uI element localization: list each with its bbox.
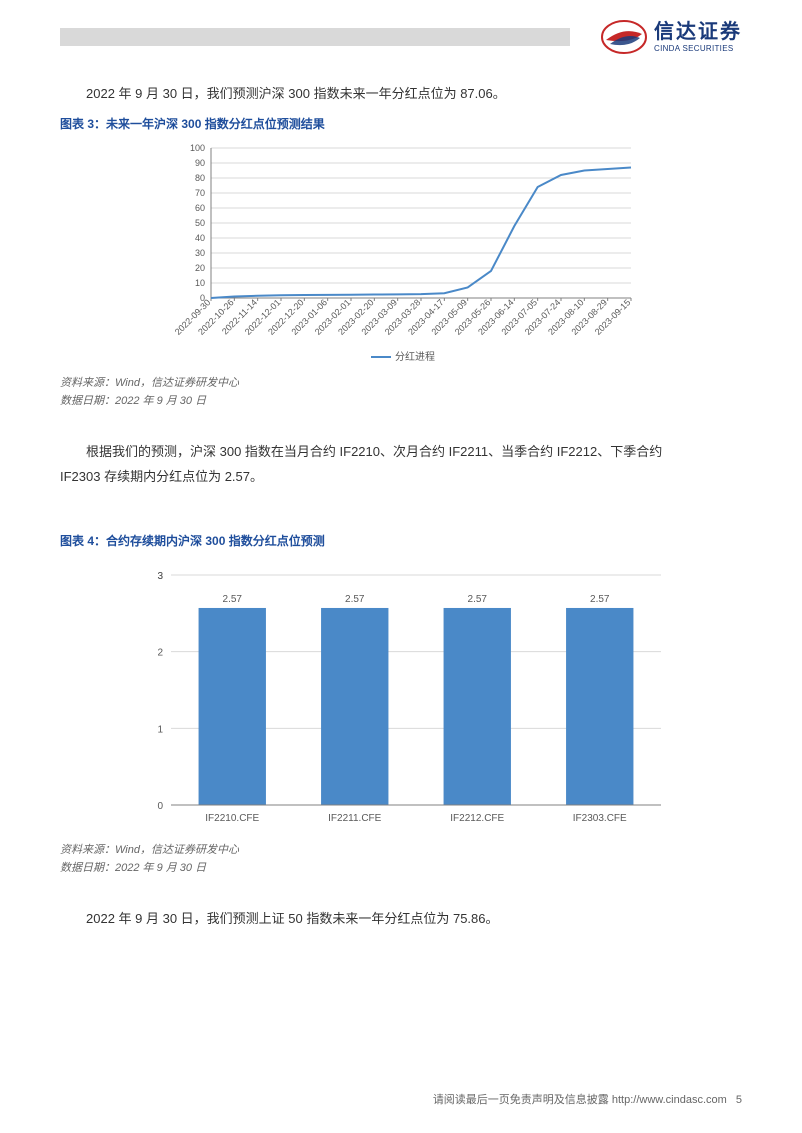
svg-text:30: 30 — [195, 248, 205, 258]
chart3-title: 图表 3：未来一年沪深 300 指数分红点位预测结果 — [60, 115, 742, 132]
chart3-date: 数据日期：2022 年 9 月 30 日 — [60, 392, 742, 408]
svg-text:3: 3 — [157, 571, 163, 582]
svg-text:IF2212.CFE: IF2212.CFE — [450, 813, 504, 824]
page-content: 2022 年 9 月 30 日，我们预测沪深 300 指数未来一年分红点位为 8… — [60, 82, 742, 940]
svg-text:分红进程: 分红进程 — [395, 350, 435, 363]
chart3-container: 01020304050607080901002022-09-302022-10-… — [60, 138, 742, 368]
svg-text:40: 40 — [195, 233, 205, 243]
svg-text:2.57: 2.57 — [345, 594, 365, 605]
svg-text:1: 1 — [157, 724, 163, 735]
company-logo: 信达证券 CINDA SECURITIES — [600, 18, 742, 56]
svg-text:10: 10 — [195, 278, 205, 288]
chart4-title: 图表 4：合约存续期内沪深 300 指数分红点位预测 — [60, 532, 742, 549]
page-footer: 请阅读最后一页免责声明及信息披露 http://www.cindasc.com … — [433, 1091, 742, 1107]
svg-text:70: 70 — [195, 188, 205, 198]
svg-text:80: 80 — [195, 173, 205, 183]
svg-text:2.57: 2.57 — [223, 594, 243, 605]
logo-text-cn: 信达证券 — [654, 21, 742, 44]
chart4-container: 012332.57IF2210.CFE2.57IF2211.CFE2.57IF2… — [60, 555, 742, 835]
chart4-source: 资料来源：Wind，信达证券研发中心 — [60, 841, 742, 857]
logo-text-en: CINDA SECURITIES — [654, 44, 742, 53]
svg-text:IF2303.CFE: IF2303.CFE — [573, 813, 627, 824]
paragraph-1: 2022 年 9 月 30 日，我们预测沪深 300 指数未来一年分红点位为 8… — [60, 82, 742, 105]
logo-swirl-icon — [600, 18, 648, 56]
svg-text:2: 2 — [157, 647, 163, 658]
svg-text:60: 60 — [195, 203, 205, 213]
svg-text:2.57: 2.57 — [468, 594, 488, 605]
chart3-line-chart: 01020304050607080901002022-09-302022-10-… — [151, 138, 651, 368]
svg-text:50: 50 — [195, 218, 205, 228]
svg-text:20: 20 — [195, 263, 205, 273]
svg-text:2.57: 2.57 — [590, 594, 610, 605]
chart4-bar-chart: 012332.57IF2210.CFE2.57IF2211.CFE2.57IF2… — [121, 555, 681, 835]
header-grey-bar — [60, 28, 570, 46]
footer-url: http://www.cindasc.com — [612, 1094, 727, 1106]
svg-text:IF2211.CFE: IF2211.CFE — [328, 813, 381, 824]
page-number: 5 — [736, 1094, 742, 1106]
paragraph-3: 2022 年 9 月 30 日，我们预测上证 50 指数未来一年分红点位为 75… — [60, 907, 742, 930]
paragraph-2: 根据我们的预测，沪深 300 指数在当月合约 IF2210、次月合约 IF221… — [60, 440, 742, 489]
chart4-date: 数据日期：2022 年 9 月 30 日 — [60, 859, 742, 875]
svg-text:IF2210.CFE: IF2210.CFE — [205, 813, 259, 824]
svg-text:0: 0 — [157, 801, 163, 812]
svg-text:90: 90 — [195, 158, 205, 168]
footer-disclaimer: 请阅读最后一页免责声明及信息披露 — [433, 1094, 609, 1106]
svg-text:100: 100 — [190, 143, 205, 153]
chart3-source: 资料来源：Wind，信达证券研发中心 — [60, 374, 742, 390]
